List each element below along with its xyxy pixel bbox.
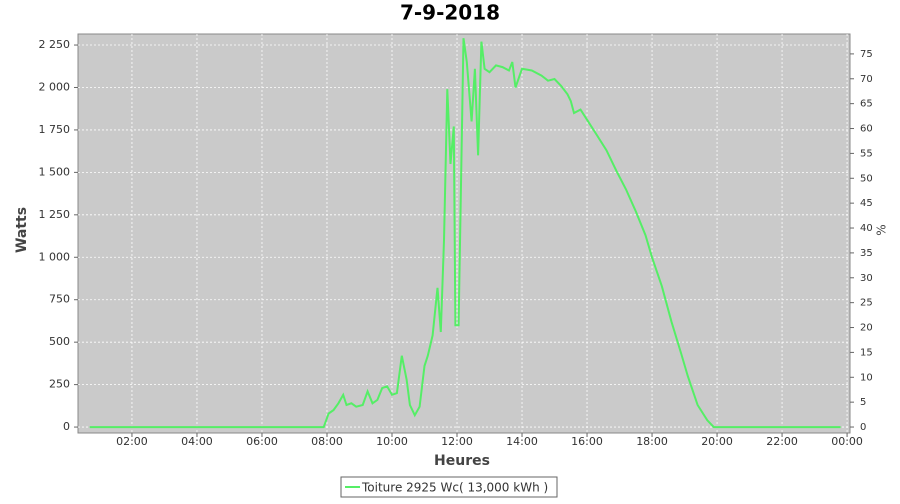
y2-tick-label: 75: [860, 49, 873, 60]
chart-title: 7-9-2018: [400, 1, 500, 25]
y2-axis-label: %: [875, 224, 889, 235]
y-axis-label: Watts: [14, 207, 30, 253]
y2-tick-label: 55: [860, 148, 873, 159]
x-tick-label: 04:00: [181, 435, 213, 448]
y2-tick-label: 10: [860, 372, 873, 383]
x-tick-label: 20:00: [701, 435, 733, 448]
y2-tick-label: 30: [860, 273, 873, 284]
y-tick-label: 0: [63, 420, 70, 433]
x-tick-label: 02:00: [116, 435, 148, 448]
y-tick-label: 1 000: [39, 250, 71, 263]
y2-tick-label: 65: [860, 99, 873, 110]
x-tick-label: 22:00: [766, 435, 798, 448]
y-tick-label: 750: [49, 293, 70, 306]
y2-tick-label: 15: [860, 347, 873, 358]
x-tick-label: 00:00: [831, 435, 863, 448]
x-tick-label: 14:00: [506, 435, 538, 448]
x-tick-label: 10:00: [376, 435, 408, 448]
y2-tick-label: 60: [860, 124, 873, 135]
y2-tick-label: 45: [860, 198, 873, 209]
y-tick-label: 2 000: [39, 80, 71, 93]
y-tick-label: 1 750: [39, 123, 71, 136]
y2-tick-label: 40: [860, 223, 873, 234]
series-line: [89, 38, 841, 429]
y-tick-label: 1 250: [39, 208, 71, 221]
legend-label: Toiture 2925 Wc( 13,000 kWh ): [361, 481, 548, 495]
plot-area: [77, 33, 851, 434]
y-tick-label: 250: [49, 378, 70, 391]
y2-tick-label: 0: [860, 422, 866, 433]
y-tick-label: 500: [49, 335, 70, 348]
y2-tick-label: 20: [860, 323, 873, 334]
legend-box: [340, 476, 558, 498]
x-axis-label: Heures: [434, 453, 490, 469]
x-tick-label: 06:00: [246, 435, 278, 448]
y-tick-label: 2 250: [39, 38, 71, 51]
y2-tick-label: 50: [860, 173, 873, 184]
x-tick-label: 16:00: [571, 435, 603, 448]
y2-tick-label: 5: [860, 397, 866, 408]
y2-tick-label: 35: [860, 248, 873, 259]
x-tick-label: 12:00: [441, 435, 473, 448]
y-tick-label: 1 500: [39, 165, 71, 178]
x-tick-label: 08:00: [311, 435, 343, 448]
y2-tick-label: 70: [860, 74, 873, 85]
x-tick-label: 18:00: [636, 435, 668, 448]
y2-tick-label: 25: [860, 298, 873, 309]
